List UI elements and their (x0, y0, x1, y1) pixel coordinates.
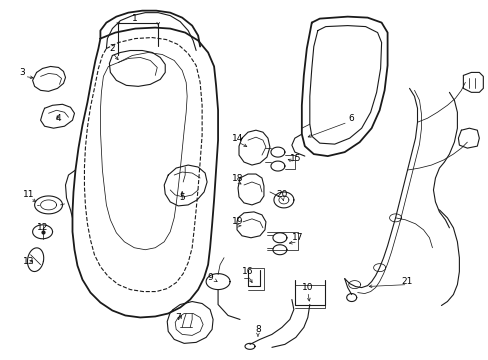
Text: 7: 7 (175, 313, 181, 322)
Text: 3: 3 (20, 68, 25, 77)
Text: 6: 6 (348, 114, 354, 123)
Text: 19: 19 (232, 217, 244, 226)
Text: 2: 2 (109, 44, 115, 53)
Text: 1: 1 (132, 14, 138, 23)
Text: 11: 11 (23, 190, 34, 199)
Text: 8: 8 (255, 325, 260, 334)
Text: 18: 18 (232, 174, 244, 183)
Text: 14: 14 (232, 134, 243, 143)
Text: 4: 4 (56, 114, 61, 123)
Text: 15: 15 (289, 154, 301, 163)
Text: 16: 16 (242, 267, 253, 276)
Text: 21: 21 (401, 277, 412, 286)
Text: 5: 5 (179, 193, 184, 202)
Text: 9: 9 (207, 273, 213, 282)
Text: 13: 13 (23, 257, 34, 266)
Text: 17: 17 (291, 233, 303, 242)
Text: 12: 12 (37, 223, 48, 232)
Text: 10: 10 (302, 283, 313, 292)
Text: 20: 20 (276, 190, 287, 199)
